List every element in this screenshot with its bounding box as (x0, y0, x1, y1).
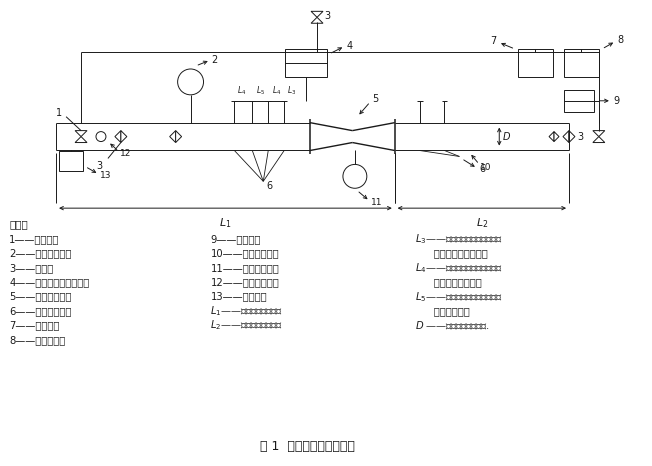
Text: 火焰传感器距离；: 火焰传感器距离； (415, 277, 481, 287)
Bar (564, 90, 594, 112)
Text: 13: 13 (100, 171, 111, 180)
Text: $L_2$——保护侧管段长度；: $L_2$——保护侧管段长度； (211, 319, 283, 332)
Polygon shape (569, 130, 575, 143)
Text: 9: 9 (614, 96, 620, 106)
Text: 图 1  阻爆试验装置示意图: 图 1 阻爆试验装置示意图 (260, 440, 355, 453)
Text: $L_2$: $L_2$ (476, 216, 488, 230)
Text: 13——起爆器；: 13——起爆器； (211, 292, 267, 302)
Text: $L_4$——两端火焰传感器与其相邻: $L_4$——两端火焰传感器与其相邻 (415, 261, 502, 274)
Polygon shape (549, 131, 554, 142)
Polygon shape (554, 131, 559, 142)
Text: $L_5$: $L_5$ (256, 84, 265, 97)
Polygon shape (593, 137, 605, 143)
Text: 3: 3 (96, 161, 102, 171)
Bar (285, 49, 327, 77)
Polygon shape (121, 130, 127, 143)
Text: 12——引爆侧管段；: 12——引爆侧管段； (211, 277, 279, 287)
Text: 5: 5 (372, 94, 379, 104)
Text: 2——真空压力计；: 2——真空压力计； (9, 248, 72, 258)
Text: 10: 10 (481, 163, 492, 172)
Text: $D$ ——试验管路公称直径.: $D$ ——试验管路公称直径. (415, 320, 490, 331)
Text: D: D (502, 131, 510, 142)
Text: 3——阀门；: 3——阀门； (9, 263, 53, 273)
Text: 1: 1 (56, 108, 63, 118)
Text: 说明：: 说明： (9, 219, 28, 229)
Text: $L_1$: $L_1$ (219, 216, 231, 230)
Text: 4——数据采集处理系统；: 4——数据采集处理系统； (9, 277, 89, 287)
Polygon shape (170, 130, 175, 143)
Text: 12: 12 (120, 149, 131, 158)
Polygon shape (563, 130, 569, 143)
Text: 6: 6 (479, 164, 486, 174)
Text: 11——压力传感器；: 11——压力传感器； (211, 263, 279, 273)
Polygon shape (75, 130, 87, 137)
Polygon shape (593, 130, 605, 137)
Text: 9——流量计；: 9——流量计； (211, 234, 261, 244)
Polygon shape (311, 17, 323, 23)
Text: 10——保护侧管段；: 10——保护侧管段； (211, 248, 279, 258)
Text: 7: 7 (490, 36, 497, 46)
Text: $L_4$: $L_4$ (271, 84, 281, 97)
Text: $L_1$——引爆侧管段长度；: $L_1$——引爆侧管段长度； (211, 304, 283, 318)
Text: 8: 8 (617, 35, 624, 45)
Text: 3: 3 (324, 11, 330, 21)
Bar (59, 151, 83, 171)
Bar (564, 49, 599, 77)
Text: 6: 6 (266, 181, 273, 191)
Polygon shape (311, 11, 323, 17)
Text: 1——火花塞；: 1——火花塞； (9, 234, 60, 244)
Text: $L_4$: $L_4$ (237, 84, 246, 97)
Text: 之间的距离；: 之间的距离； (415, 306, 469, 316)
Text: 8——可燃气源；: 8——可燃气源； (9, 335, 66, 345)
Polygon shape (75, 137, 87, 143)
Text: $L_3$——引爆侧最近端火焰传感器: $L_3$——引爆侧最近端火焰传感器 (415, 232, 502, 246)
Text: 与阻火器端面距离；: 与阻火器端面距离； (415, 248, 488, 258)
Polygon shape (115, 130, 121, 143)
Text: $L_3$: $L_3$ (286, 84, 296, 97)
Text: 3: 3 (577, 131, 583, 142)
Polygon shape (175, 130, 182, 143)
Text: 5——待侧阻火器；: 5——待侧阻火器； (9, 292, 72, 302)
Text: 11: 11 (371, 198, 382, 207)
Text: 2: 2 (211, 55, 218, 65)
Text: $L_5$——中间相邻两只火焰传感器: $L_5$——中间相邻两只火焰传感器 (415, 290, 502, 303)
Bar (518, 49, 553, 77)
Text: 7——循环泵；: 7——循环泵； (9, 321, 60, 330)
Text: 4: 4 (347, 41, 353, 51)
Text: 6——火焰传感器；: 6——火焰传感器； (9, 306, 72, 316)
